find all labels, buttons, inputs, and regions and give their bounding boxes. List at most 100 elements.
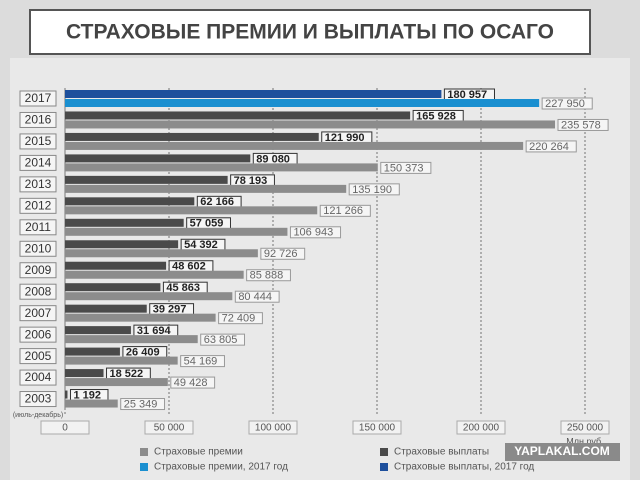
bar bbox=[65, 218, 184, 227]
chart-title: СТРАХОВЫЕ ПРЕМИИ И ВЫПЛАТЫ ПО ОСАГО bbox=[66, 21, 554, 44]
category-box bbox=[19, 111, 57, 128]
title-box bbox=[29, 9, 591, 55]
category-box bbox=[19, 348, 57, 365]
value-label-box bbox=[541, 97, 593, 110]
bar bbox=[65, 304, 147, 313]
value-label-box bbox=[557, 118, 609, 131]
bar bbox=[65, 163, 378, 172]
bar bbox=[65, 270, 244, 279]
value-label: 31 694 bbox=[137, 325, 172, 337]
x-tick-label: 100 000 bbox=[255, 423, 292, 434]
value-label-box bbox=[525, 140, 577, 153]
legend-label: Страховые выплаты, 2017 год bbox=[394, 462, 534, 473]
bar bbox=[65, 313, 216, 322]
x-tick-label: 200 000 bbox=[463, 423, 500, 434]
category-box bbox=[19, 305, 57, 322]
bar bbox=[65, 261, 167, 270]
legend-swatch bbox=[140, 448, 148, 456]
value-label: 85 888 bbox=[250, 270, 284, 282]
bar bbox=[65, 399, 118, 408]
x-tick-label: 50 000 bbox=[154, 423, 185, 434]
y-tick-label: 2016 bbox=[25, 113, 52, 127]
value-label: 121 990 bbox=[325, 132, 365, 144]
x-tick-label: 250 000 bbox=[567, 423, 604, 434]
value-label: 150 373 bbox=[384, 162, 424, 174]
value-label-box bbox=[120, 398, 166, 411]
value-label-box bbox=[200, 333, 246, 346]
bar bbox=[65, 292, 233, 301]
y-tick-label: 2015 bbox=[25, 134, 52, 148]
bar bbox=[65, 154, 251, 163]
bar bbox=[65, 249, 258, 258]
value-label: 39 297 bbox=[153, 304, 187, 316]
legend-label: Страховые премии, 2017 год bbox=[154, 462, 288, 473]
value-label: 121 266 bbox=[323, 205, 363, 217]
value-label-box bbox=[170, 376, 216, 389]
y-tick-label: 2005 bbox=[25, 349, 52, 363]
y-tick-label: 2003 bbox=[25, 392, 52, 406]
legend-label: Страховые премии bbox=[154, 447, 243, 458]
y-tick-label: 2014 bbox=[25, 156, 52, 170]
value-label: 72 409 bbox=[222, 313, 256, 325]
value-label: 54 169 bbox=[184, 356, 218, 368]
value-label: 89 080 bbox=[256, 153, 290, 165]
value-label-box bbox=[319, 204, 371, 217]
bar bbox=[65, 283, 161, 292]
watermark: YAPLAKAL.COM bbox=[514, 444, 610, 458]
value-label: 48 602 bbox=[172, 261, 206, 273]
category-box bbox=[19, 176, 57, 193]
y-tick-label: 2007 bbox=[25, 306, 52, 320]
category-box bbox=[19, 240, 57, 257]
value-label-box bbox=[380, 161, 432, 174]
tick-label-box bbox=[144, 420, 194, 435]
value-label: 165 928 bbox=[416, 110, 456, 122]
value-label-box bbox=[348, 183, 400, 196]
value-label: 80 444 bbox=[238, 291, 272, 303]
watermark-box bbox=[505, 443, 620, 461]
bar bbox=[65, 240, 179, 249]
value-label: 63 805 bbox=[204, 334, 238, 346]
value-label: 1 192 bbox=[73, 389, 101, 401]
value-label: 220 264 bbox=[529, 141, 569, 153]
value-label: 26 409 bbox=[126, 347, 160, 359]
bar bbox=[65, 175, 228, 184]
tick-label-box bbox=[560, 420, 610, 435]
value-label: 78 193 bbox=[234, 175, 268, 187]
value-label-box bbox=[289, 226, 342, 239]
y-tick-label: 2010 bbox=[25, 241, 52, 255]
value-label: 57 059 bbox=[190, 218, 224, 230]
value-label: 62 166 bbox=[200, 196, 234, 208]
value-label: 180 957 bbox=[447, 89, 487, 101]
value-label: 135 190 bbox=[352, 184, 392, 196]
bar bbox=[65, 369, 104, 378]
legend-label: Страховые выплаты bbox=[394, 447, 489, 458]
category-box bbox=[19, 369, 57, 386]
x-tick-label: 150 000 bbox=[359, 423, 396, 434]
tick-label-box bbox=[352, 420, 402, 435]
bar bbox=[65, 197, 195, 206]
value-label: 25 349 bbox=[124, 398, 158, 410]
y-tick-label: 2004 bbox=[25, 370, 52, 384]
x-unit: Млн руб. bbox=[566, 436, 603, 446]
bar bbox=[65, 227, 288, 236]
bar bbox=[65, 356, 178, 365]
tick-label-box bbox=[40, 420, 90, 435]
bar bbox=[65, 132, 319, 141]
bar bbox=[65, 120, 556, 129]
value-label-box bbox=[218, 312, 263, 325]
bar bbox=[65, 90, 442, 98]
category-footnote: (июль-декабрь) bbox=[13, 411, 63, 419]
bar bbox=[65, 347, 120, 356]
bar bbox=[65, 184, 347, 193]
y-tick-label: 2013 bbox=[25, 177, 52, 191]
category-box bbox=[19, 326, 57, 343]
legend-swatch bbox=[380, 463, 388, 471]
y-tick-label: 2017 bbox=[25, 91, 52, 105]
value-label: 227 950 bbox=[545, 98, 585, 110]
legend-swatch bbox=[380, 448, 388, 456]
x-tick-label: 0 bbox=[62, 423, 68, 434]
category-box bbox=[19, 219, 57, 236]
value-label: 106 943 bbox=[293, 227, 333, 239]
value-label: 49 428 bbox=[174, 377, 208, 389]
